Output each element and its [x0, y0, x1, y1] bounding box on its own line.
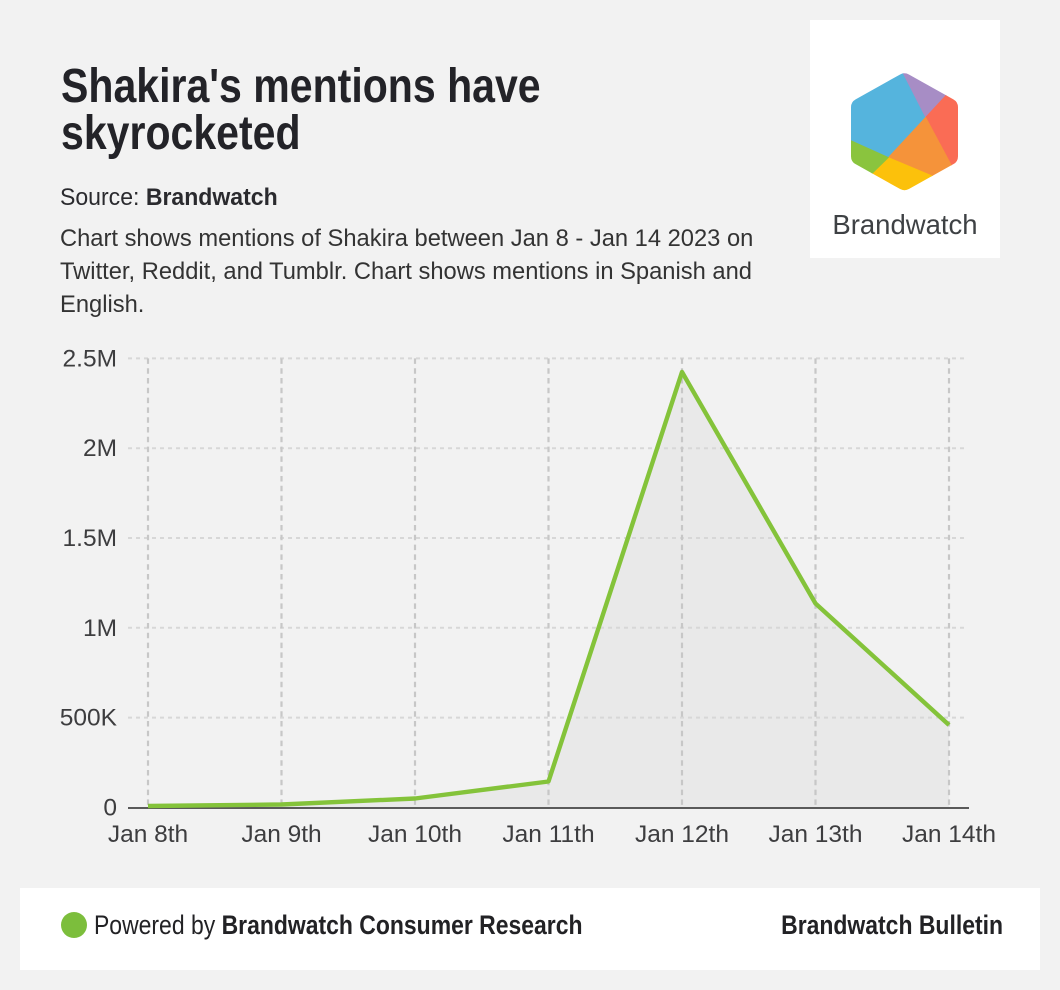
- svg-text:500K: 500K: [60, 705, 118, 732]
- svg-text:2.5M: 2.5M: [63, 345, 117, 372]
- svg-text:2M: 2M: [83, 435, 117, 462]
- svg-text:Jan 10th: Jan 10th: [368, 821, 462, 848]
- svg-text:Jan 11th: Jan 11th: [502, 821, 594, 848]
- svg-text:Jan 9th: Jan 9th: [241, 821, 321, 848]
- svg-text:1M: 1M: [83, 615, 117, 642]
- svg-text:Jan 13th: Jan 13th: [769, 821, 863, 848]
- svg-text:0: 0: [103, 795, 117, 822]
- svg-text:Jan 12th: Jan 12th: [635, 821, 729, 848]
- svg-text:Jan 8th: Jan 8th: [108, 821, 188, 848]
- svg-text:Jan 14th: Jan 14th: [902, 821, 996, 848]
- svg-text:1.5M: 1.5M: [63, 525, 117, 552]
